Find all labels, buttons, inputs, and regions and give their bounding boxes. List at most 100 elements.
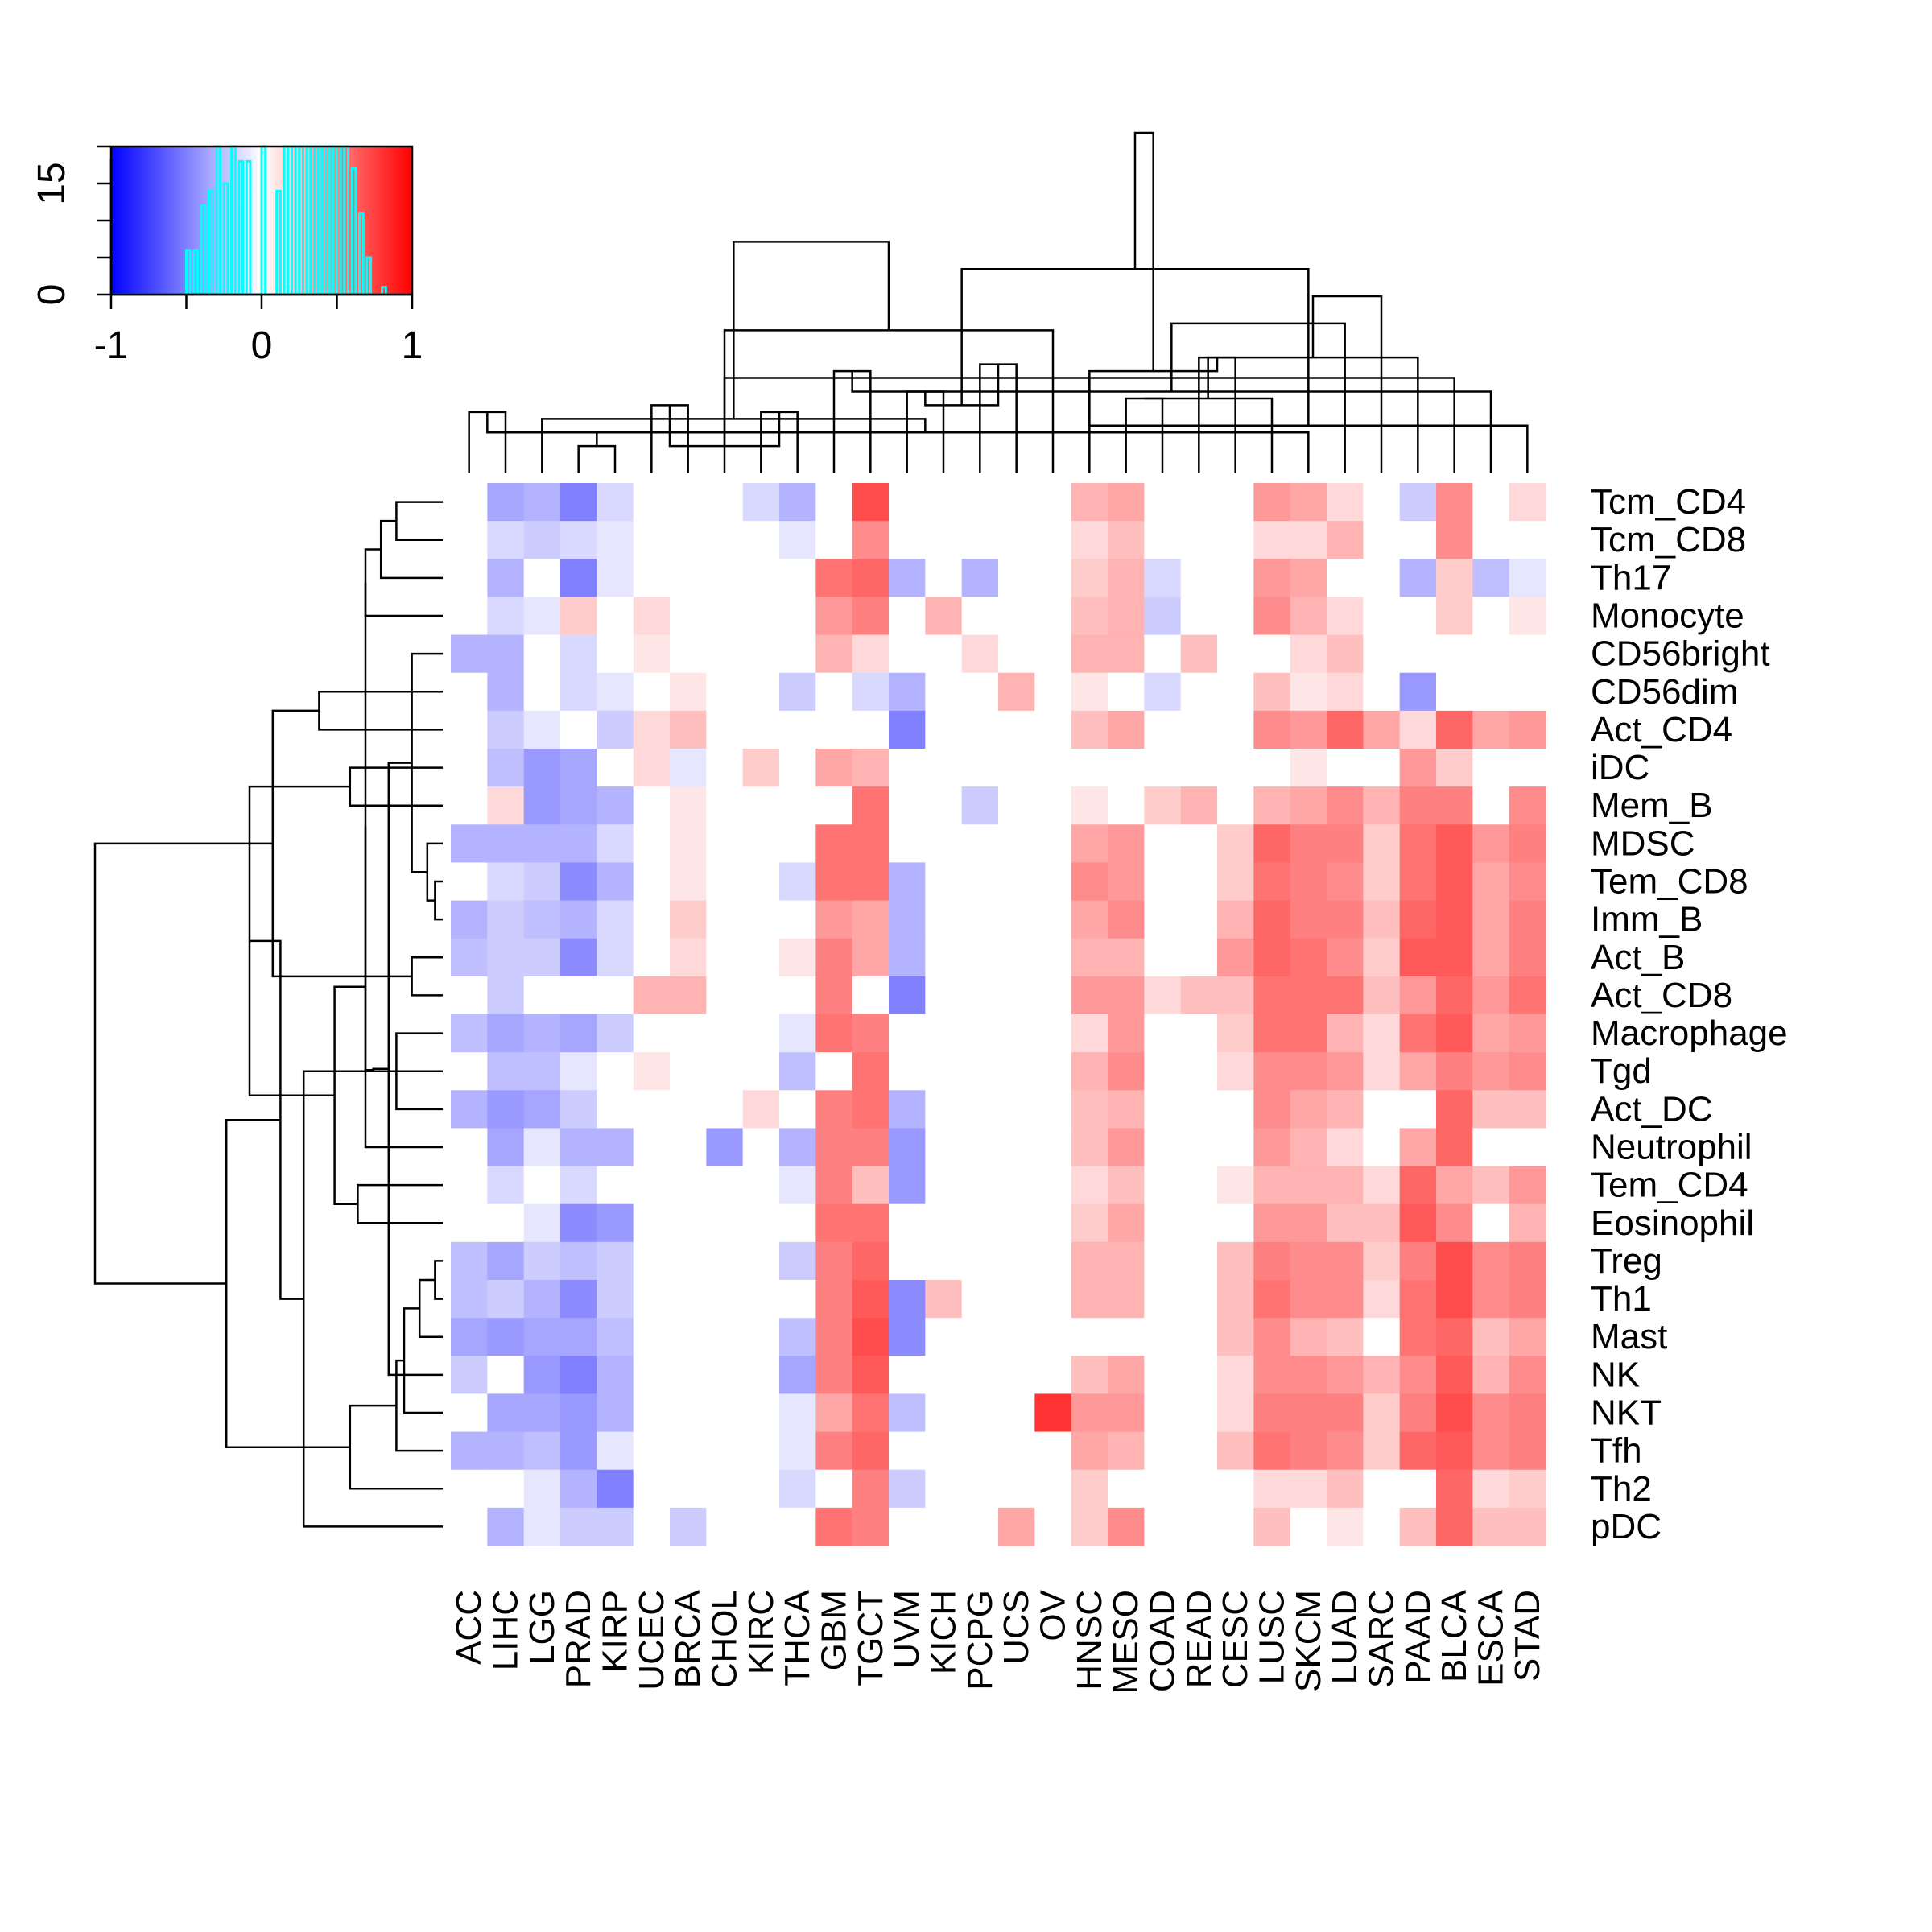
cell-Tfh-ESCA xyxy=(1472,1431,1510,1471)
cell-Act_CD4-UCEC xyxy=(633,710,671,749)
cell-Act_DC-THCA xyxy=(779,1090,816,1129)
cell-NK-LGG xyxy=(523,1356,561,1395)
cell-Neutrophil-KIRP xyxy=(597,1128,634,1167)
cell-Macrophage-TGCT xyxy=(852,1014,890,1053)
cell-CD56dim-PCPG xyxy=(961,672,999,712)
color-key-y-tick-label: 0 xyxy=(31,284,73,306)
cell-Tem_CD8-STAD xyxy=(1509,862,1546,902)
cell-Act_CD8-KIRC xyxy=(742,976,780,1015)
cell-Act_B-LUAD xyxy=(1327,938,1364,977)
cell-MDSC-SARC xyxy=(1363,824,1401,864)
cell-Tcm_CD4-KIRC xyxy=(742,483,780,522)
cell-NK-UVM xyxy=(889,1356,926,1395)
cell-Th2-HNSC xyxy=(1071,1469,1108,1509)
cell-Imm_B-MESO xyxy=(1108,900,1145,939)
cell-CD56bright-LIHC xyxy=(487,634,525,674)
cell-Act_CD8-LIHC xyxy=(487,976,525,1015)
cell-Th1-SARC xyxy=(1363,1280,1401,1319)
cell-Tem_CD4-GBM xyxy=(815,1166,853,1205)
cell-CD56dim-COAD xyxy=(1144,672,1182,712)
cell-Macrophage-COAD xyxy=(1144,1014,1182,1053)
cell-Tcm_CD8-KICH xyxy=(925,521,963,559)
cell-Th2-GBM xyxy=(815,1469,853,1509)
cell-Th17-THCA xyxy=(779,559,816,598)
cell-CD56bright-CHOL xyxy=(706,634,744,674)
cell-Macrophage-SKCM xyxy=(1290,1014,1327,1053)
cell-Act_CD8-UCS xyxy=(998,976,1035,1015)
cell-CD56bright-UCEC xyxy=(633,634,671,674)
cell-CD56dim-KICH xyxy=(925,672,963,712)
cell-Tem_CD4-UCEC xyxy=(633,1166,671,1205)
cell-Tem_CD8-PRAD xyxy=(560,862,597,902)
cell-Act_CD4-ESCA xyxy=(1472,710,1510,749)
cell-Neutrophil-LGG xyxy=(523,1128,561,1167)
cell-Act_B-STAD xyxy=(1509,938,1546,977)
column-label: COAD xyxy=(1143,1590,1183,1692)
cell-NKT-PRAD xyxy=(560,1393,597,1433)
cell-Tfh-HNSC xyxy=(1071,1431,1108,1471)
cell-NKT-STAD xyxy=(1509,1393,1546,1433)
cell-Eosinophil-GBM xyxy=(815,1203,853,1243)
cell-iDC-ACC xyxy=(451,749,488,787)
cell-NKT-COAD xyxy=(1144,1393,1182,1433)
cell-Mast-SARC xyxy=(1363,1318,1401,1356)
column-label: BRCA xyxy=(668,1589,708,1688)
cell-Mast-SKCM xyxy=(1290,1318,1327,1356)
cell-Mem_B-KIRC xyxy=(742,786,780,825)
cell-Act_CD4-STAD xyxy=(1509,710,1546,749)
cell-Tcm_CD4-STAD xyxy=(1509,483,1546,522)
cell-CD56bright-LUSC xyxy=(1253,634,1291,674)
cell-pDC-COAD xyxy=(1144,1507,1182,1546)
column-label: UCS xyxy=(997,1590,1036,1665)
cell-NK-ESCA xyxy=(1472,1356,1510,1395)
cell-CD56bright-OV xyxy=(1034,634,1072,674)
cell-Act_DC-COAD xyxy=(1144,1090,1182,1129)
row-dendrogram-branch xyxy=(418,1278,443,1338)
cell-Tem_CD8-BRCA xyxy=(670,862,707,902)
cell-Tem_CD8-CESC xyxy=(1217,862,1254,902)
cell-MDSC-LUAD xyxy=(1327,824,1364,864)
cell-MDSC-COAD xyxy=(1144,824,1182,864)
cell-CD56bright-SARC xyxy=(1363,634,1401,674)
cell-Tcm_CD8-OV xyxy=(1034,521,1072,559)
cell-Tem_CD4-LUSC xyxy=(1253,1166,1291,1205)
cell-NK-KIRC xyxy=(742,1356,780,1395)
cell-Tgd-UVM xyxy=(889,1052,926,1091)
cell-Tcm_CD8-LIHC xyxy=(487,521,525,559)
cell-Tcm_CD8-CHOL xyxy=(706,521,744,559)
cell-Act_DC-SARC xyxy=(1363,1090,1401,1129)
cell-Th17-PAAD xyxy=(1399,559,1437,598)
row-label: CD56bright xyxy=(1591,634,1770,674)
cell-NKT-PAAD xyxy=(1399,1393,1437,1433)
cell-Monocyte-GBM xyxy=(815,597,853,636)
cell-Mast-STAD xyxy=(1509,1318,1546,1356)
cell-Act_CD4-OV xyxy=(1034,710,1072,749)
cell-iDC-THCA xyxy=(779,749,816,787)
cell-Th2-CESC xyxy=(1217,1469,1254,1509)
cell-NKT-KIRP xyxy=(597,1393,634,1433)
cell-Tem_CD4-KICH xyxy=(925,1166,963,1205)
cell-Th17-UCEC xyxy=(633,559,671,598)
cell-Tem_CD4-SKCM xyxy=(1290,1166,1327,1205)
cell-NK-MESO xyxy=(1108,1356,1145,1395)
cell-Th17-BRCA xyxy=(670,559,707,598)
cell-NK-UCEC xyxy=(633,1356,671,1395)
cell-Th1-LUAD xyxy=(1327,1280,1364,1319)
cell-Tem_CD4-TGCT xyxy=(852,1166,890,1205)
cell-Neutrophil-HNSC xyxy=(1071,1128,1108,1167)
cell-Tfh-STAD xyxy=(1509,1431,1546,1471)
cell-Tgd-CESC xyxy=(1217,1052,1254,1091)
cell-CD56dim-LGG xyxy=(523,672,561,712)
cell-Eosinophil-COAD xyxy=(1144,1203,1182,1243)
cell-Tgd-PAAD xyxy=(1399,1052,1437,1091)
cell-Monocyte-KICH xyxy=(925,597,963,636)
cell-pDC-TGCT xyxy=(852,1507,890,1546)
cell-Imm_B-STAD xyxy=(1509,900,1546,939)
cell-MDSC-HNSC xyxy=(1071,824,1108,864)
cell-NKT-ACC xyxy=(451,1393,488,1433)
cell-Neutrophil-MESO xyxy=(1108,1128,1145,1167)
cell-Th2-CHOL xyxy=(706,1469,744,1509)
cell-Monocyte-UCEC xyxy=(633,597,671,636)
cell-Th17-HNSC xyxy=(1071,559,1108,598)
cell-NK-KICH xyxy=(925,1356,963,1395)
